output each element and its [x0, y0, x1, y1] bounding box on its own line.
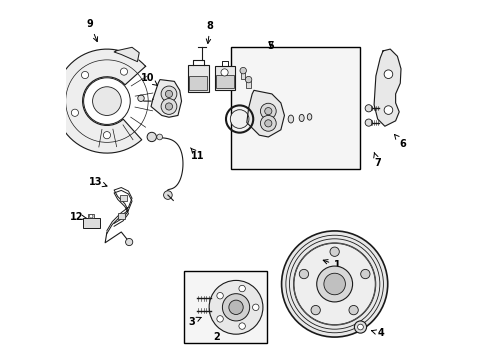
- Circle shape: [311, 305, 320, 315]
- Text: 10: 10: [141, 73, 157, 85]
- Bar: [190, 76, 207, 90]
- Circle shape: [358, 324, 364, 330]
- Text: 9: 9: [87, 19, 98, 42]
- Circle shape: [166, 103, 172, 110]
- Circle shape: [365, 105, 372, 112]
- Circle shape: [330, 247, 339, 256]
- Text: 4: 4: [371, 328, 384, 338]
- Polygon shape: [55, 49, 146, 153]
- Circle shape: [354, 321, 367, 333]
- Text: 6: 6: [394, 134, 406, 149]
- Ellipse shape: [288, 115, 294, 123]
- Bar: [231, 47, 360, 169]
- Bar: [88, 214, 95, 219]
- Circle shape: [222, 294, 250, 321]
- Circle shape: [121, 68, 127, 75]
- Text: 3: 3: [189, 317, 201, 327]
- Polygon shape: [114, 47, 139, 62]
- Circle shape: [209, 280, 263, 334]
- Circle shape: [161, 86, 177, 102]
- Circle shape: [240, 67, 246, 74]
- Bar: [82, 219, 100, 228]
- Bar: [188, 65, 209, 92]
- Text: 7: 7: [374, 152, 381, 168]
- Circle shape: [93, 87, 122, 116]
- Text: 1: 1: [323, 260, 341, 270]
- Circle shape: [260, 103, 276, 119]
- Circle shape: [384, 106, 393, 114]
- Circle shape: [84, 78, 130, 125]
- Circle shape: [161, 99, 177, 114]
- Bar: [241, 72, 245, 79]
- Circle shape: [265, 120, 272, 127]
- Circle shape: [164, 191, 172, 199]
- Circle shape: [294, 243, 375, 324]
- Circle shape: [138, 95, 144, 102]
- Circle shape: [125, 238, 133, 246]
- Circle shape: [365, 119, 372, 126]
- Circle shape: [282, 231, 388, 337]
- Circle shape: [239, 323, 245, 329]
- Circle shape: [157, 134, 163, 140]
- Circle shape: [239, 285, 245, 292]
- Circle shape: [217, 316, 223, 322]
- Circle shape: [245, 76, 252, 83]
- Circle shape: [252, 304, 259, 311]
- Circle shape: [349, 305, 358, 315]
- Text: 8: 8: [206, 21, 214, 44]
- Text: 5: 5: [268, 41, 274, 50]
- Bar: [184, 271, 267, 343]
- Circle shape: [103, 132, 111, 139]
- Text: 11: 11: [191, 148, 204, 161]
- Bar: [120, 195, 127, 201]
- Text: 12: 12: [71, 212, 87, 221]
- Circle shape: [89, 215, 93, 218]
- Bar: [246, 81, 251, 88]
- Text: 13: 13: [90, 177, 107, 187]
- Circle shape: [324, 273, 345, 295]
- Ellipse shape: [307, 114, 312, 120]
- Bar: [216, 75, 234, 88]
- Circle shape: [147, 132, 156, 141]
- Text: 2: 2: [213, 332, 220, 342]
- Circle shape: [217, 292, 223, 299]
- Polygon shape: [151, 80, 181, 117]
- Circle shape: [299, 269, 309, 279]
- Bar: [215, 66, 235, 90]
- Circle shape: [265, 108, 272, 115]
- Circle shape: [221, 69, 228, 76]
- Polygon shape: [247, 90, 285, 137]
- Circle shape: [384, 70, 393, 78]
- Bar: [118, 213, 125, 219]
- Ellipse shape: [299, 114, 304, 122]
- Circle shape: [260, 116, 276, 131]
- Circle shape: [229, 300, 243, 315]
- Circle shape: [72, 109, 78, 116]
- Circle shape: [166, 90, 172, 98]
- Circle shape: [230, 110, 249, 129]
- Circle shape: [317, 266, 353, 302]
- Circle shape: [361, 269, 370, 279]
- Circle shape: [81, 71, 89, 78]
- Polygon shape: [374, 49, 401, 126]
